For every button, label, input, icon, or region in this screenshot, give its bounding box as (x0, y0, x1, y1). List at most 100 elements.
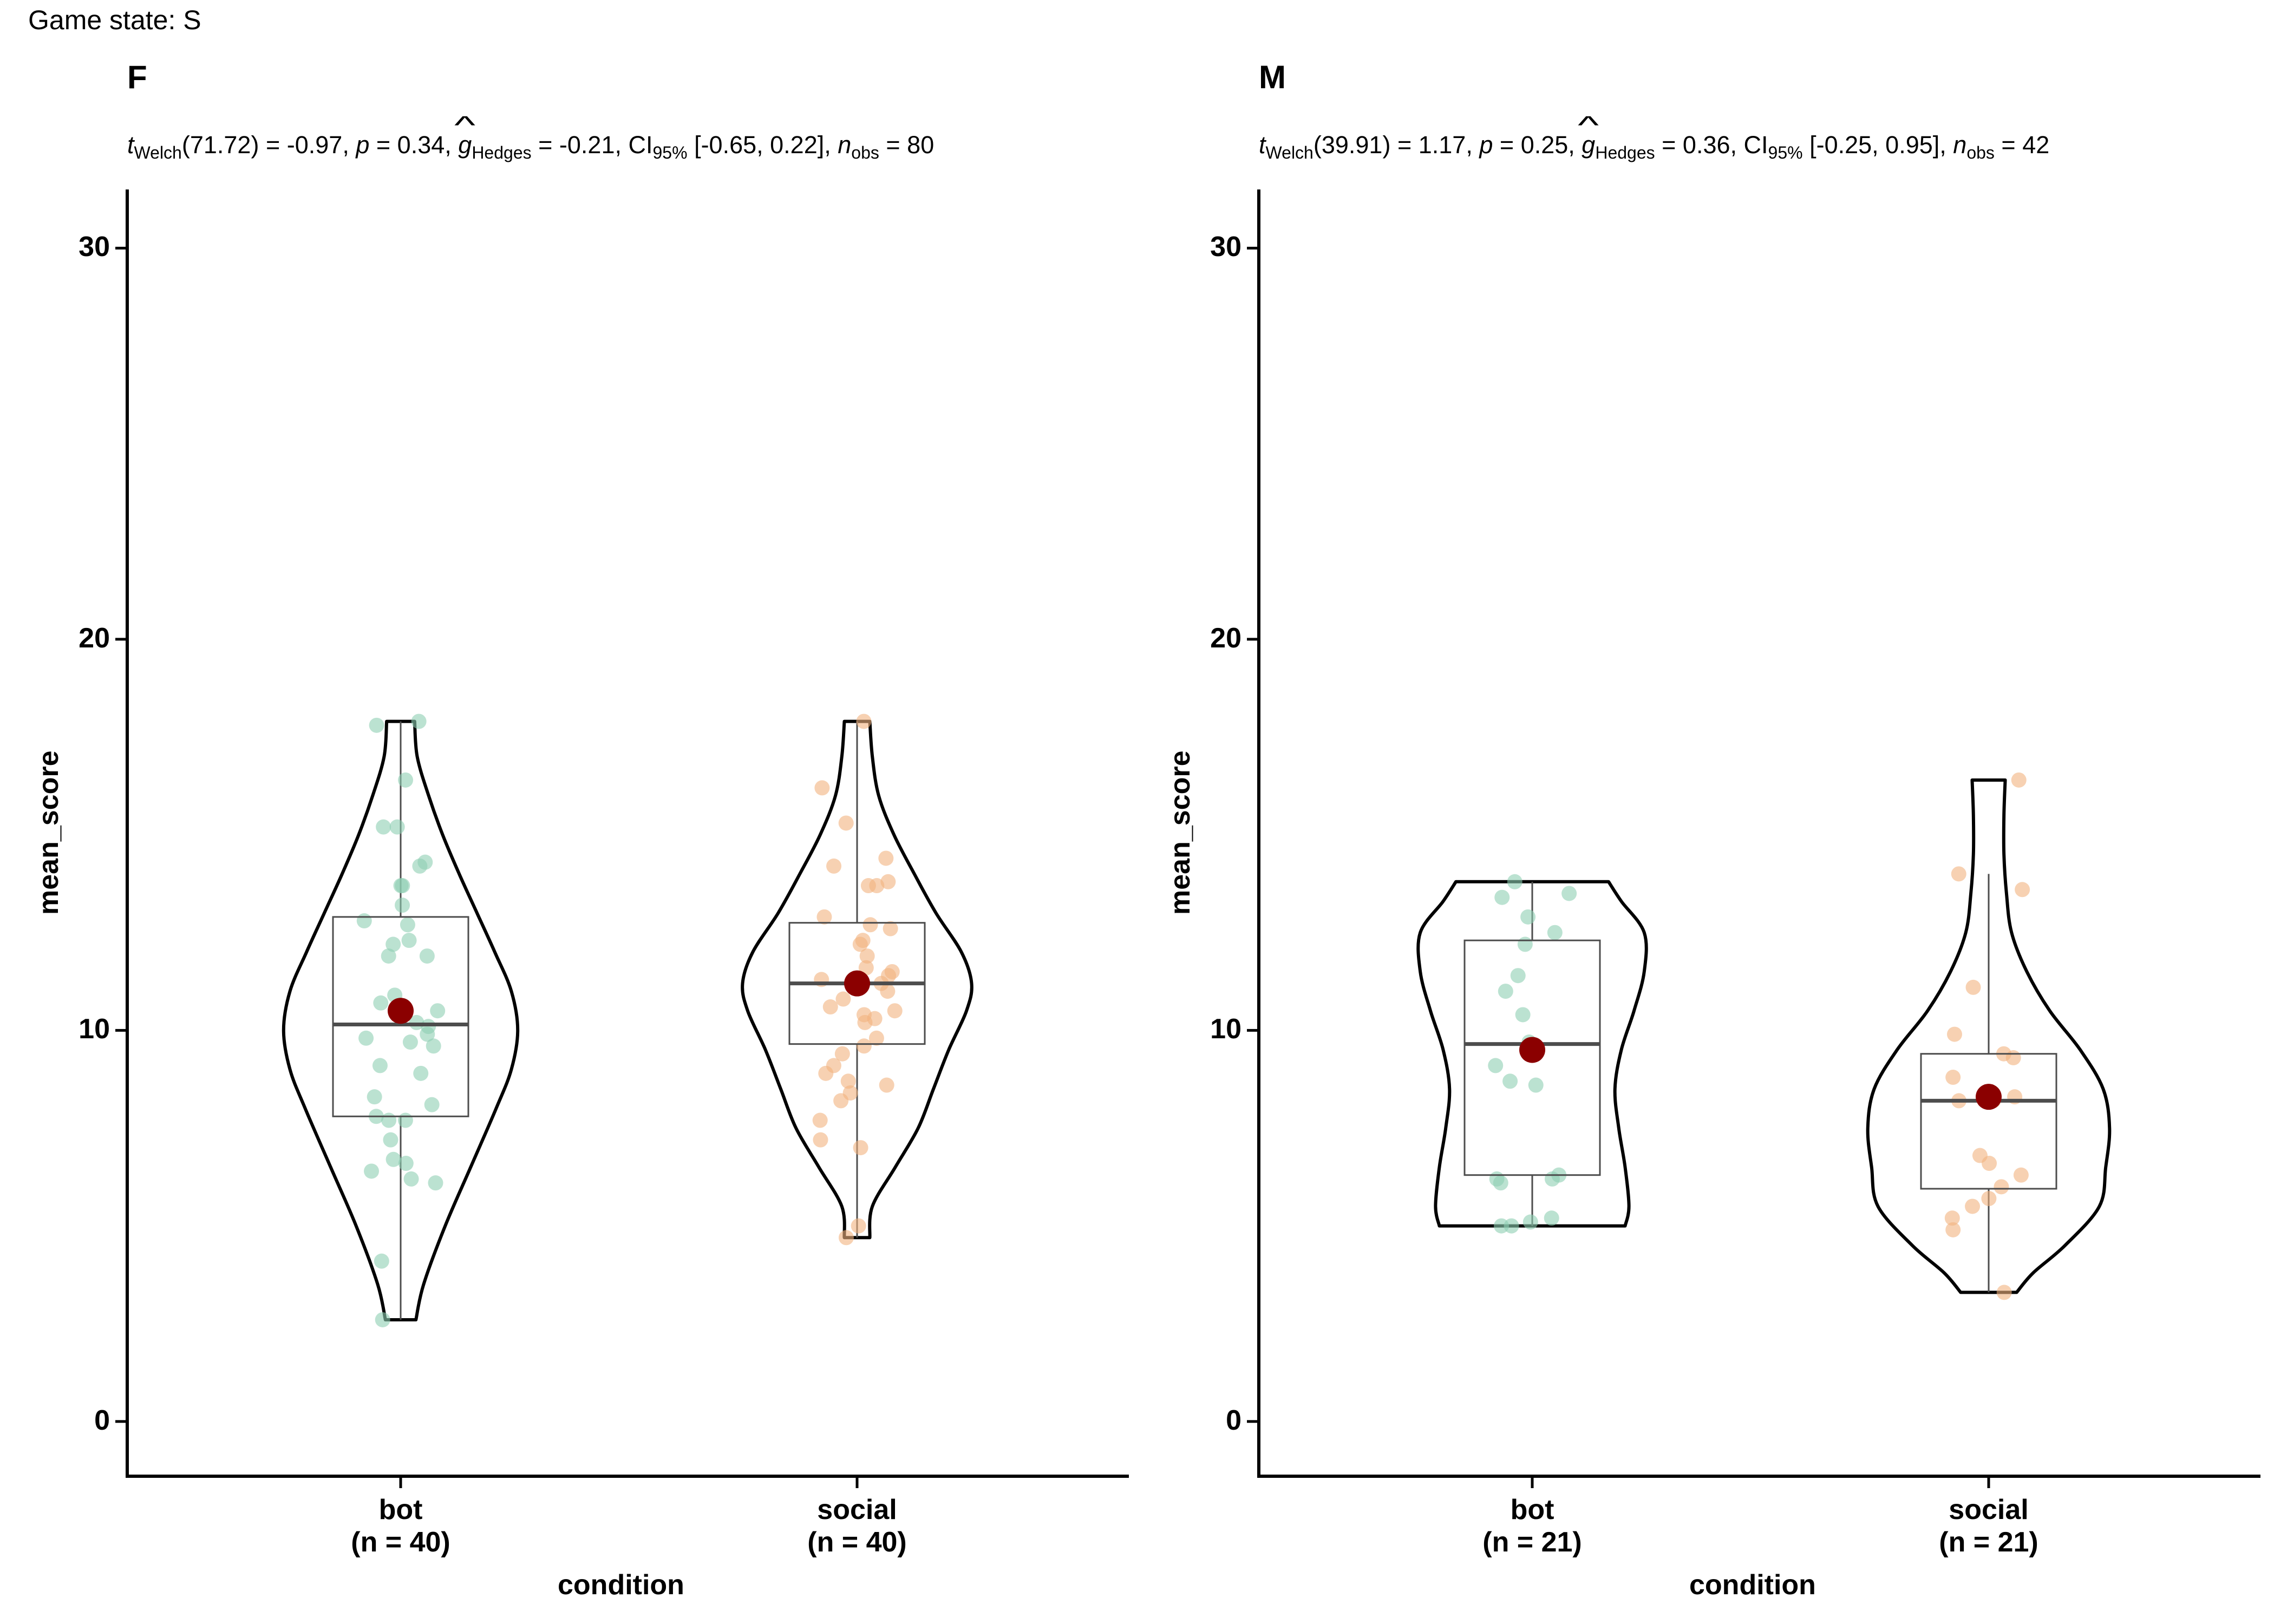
figure-title: Game state: S (28, 5, 201, 35)
data-point (385, 937, 401, 952)
panel-m: M tWelch(39.91) = 1.17, p = 0.25, gHedge… (1132, 0, 2269, 1624)
data-point (838, 815, 854, 831)
y-tick-label: 10 (1210, 1013, 1241, 1045)
data-point (1507, 874, 1522, 889)
data-point (374, 1253, 389, 1269)
violin-plot (115, 189, 1129, 1488)
data-point (852, 937, 868, 952)
data-point (883, 921, 898, 937)
mean-point (1976, 1084, 2002, 1110)
x-axis-label: condition (558, 1569, 684, 1601)
data-point (430, 1003, 446, 1019)
data-point (879, 1077, 894, 1093)
data-point (419, 948, 435, 964)
data-point (402, 1034, 418, 1050)
data-point (383, 1132, 398, 1148)
data-point (1494, 1218, 1510, 1234)
violin-social (1866, 778, 2112, 1294)
data-point (853, 1140, 868, 1156)
y-tick-label: 10 (79, 1013, 110, 1045)
data-point (403, 1171, 419, 1187)
violin-plot (1247, 189, 2260, 1488)
mean-point (388, 998, 414, 1024)
data-point (369, 717, 384, 733)
data-point (395, 878, 410, 894)
data-point (356, 913, 372, 929)
data-point (428, 1175, 443, 1191)
data-point (869, 878, 885, 894)
data-point (840, 1073, 856, 1089)
y-tick-label: 20 (1210, 622, 1241, 654)
data-point (1498, 984, 1513, 999)
panel-f: F tWelch(71.72) = -0.97, p = 0.34, gHedg… (0, 0, 1137, 1624)
mean-point (1519, 1037, 1545, 1063)
data-point (833, 1093, 849, 1109)
data-point (420, 1026, 435, 1042)
data-point (367, 1089, 382, 1105)
data-point (364, 1163, 380, 1179)
data-point (1965, 979, 1981, 995)
data-point (375, 1312, 390, 1328)
data-point (857, 1014, 873, 1030)
box-social (1920, 1053, 2057, 1190)
data-point (1515, 1007, 1531, 1023)
y-tick-label: 0 (1226, 1404, 1241, 1436)
data-point (856, 1038, 872, 1054)
data-point (1982, 1156, 1997, 1171)
data-point (1510, 968, 1526, 984)
data-point (1522, 1214, 1538, 1230)
data-point (856, 713, 872, 729)
data-point (397, 1112, 413, 1128)
data-point (851, 1218, 866, 1234)
data-point (878, 850, 894, 866)
data-point (813, 1132, 828, 1148)
data-point (838, 1230, 854, 1246)
violin-bot (1416, 880, 1648, 1228)
data-point (887, 1003, 903, 1019)
data-point (2013, 1167, 2029, 1183)
data-point (1945, 1070, 1961, 1085)
box-bot (1463, 939, 1601, 1176)
data-point (1945, 1222, 1961, 1237)
data-point (1544, 1210, 1559, 1226)
stats-subtitle: tWelch(71.72) = -0.97, p = 0.34, gHedges… (127, 131, 934, 163)
y-tick-label: 30 (1210, 231, 1241, 263)
data-point (372, 1058, 388, 1073)
data-point (818, 1065, 834, 1081)
data-point (358, 1030, 374, 1046)
data-point (411, 713, 427, 729)
data-point (401, 933, 417, 948)
x-tick-label: social (n = 40) (807, 1494, 907, 1558)
data-point (381, 1112, 397, 1128)
data-point (859, 948, 875, 964)
data-point (426, 1038, 441, 1054)
data-point (814, 780, 830, 796)
data-point (1951, 866, 1966, 882)
violin-social (741, 719, 973, 1240)
box-bot (332, 916, 469, 1117)
data-point (395, 898, 410, 913)
data-point (1517, 937, 1533, 952)
data-point (389, 819, 405, 835)
data-point (862, 917, 878, 933)
data-point (1502, 1073, 1518, 1089)
data-point (880, 984, 896, 999)
data-point (412, 858, 428, 874)
y-tick-label: 0 (94, 1404, 110, 1436)
data-point (381, 948, 396, 964)
data-point (1520, 909, 1536, 925)
data-point (1488, 1058, 1504, 1073)
data-point (834, 1046, 850, 1062)
x-tick-label: bot (n = 40) (351, 1494, 450, 1558)
x-axis-label: condition (1689, 1569, 1816, 1601)
data-point (1965, 1199, 1981, 1214)
x-tick-label: social (n = 21) (1939, 1494, 2038, 1558)
data-point (376, 819, 391, 835)
data-point (385, 1151, 401, 1167)
data-point (1494, 889, 1510, 905)
data-point (398, 1156, 414, 1171)
data-point (1561, 886, 1577, 901)
data-point (400, 917, 415, 933)
data-point (413, 1065, 429, 1081)
data-point (1981, 1191, 1997, 1207)
